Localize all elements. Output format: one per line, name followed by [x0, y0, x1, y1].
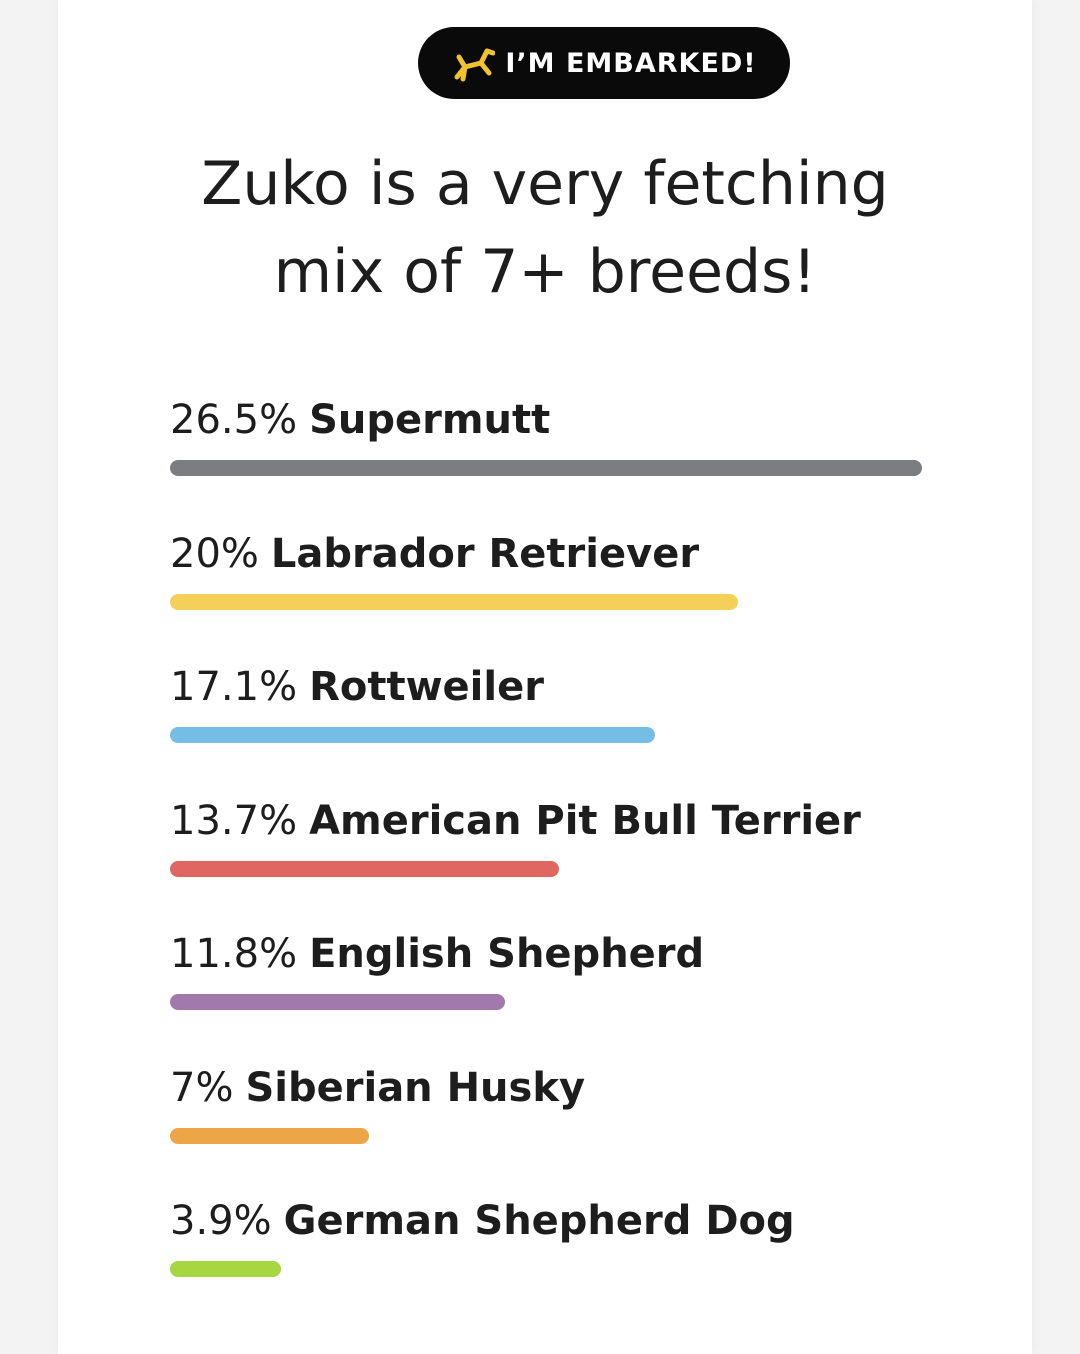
breed-bar: [170, 593, 738, 610]
breed-name: Supermutt: [309, 397, 551, 443]
breed-row: 7% Siberian Husky: [170, 1063, 930, 1173]
breed-label: 3.9% German Shepherd Dog: [170, 1196, 795, 1246]
page-title: Zuko is a very fetching mix of 7+ breeds…: [100, 140, 990, 316]
breed-percent: 7%: [170, 1064, 234, 1111]
breed-label: 7% Siberian Husky: [170, 1063, 585, 1113]
breed-row: 11.8% English Shepherd: [170, 929, 930, 1039]
balloon-dog-icon: [451, 43, 496, 83]
breed-label: 17.1% Rottweiler: [170, 662, 544, 712]
breed-label: 11.8% English Shepherd: [170, 929, 704, 979]
breed-percent: 26.5%: [170, 397, 298, 443]
breed-label: 26.5% Supermutt: [170, 395, 550, 445]
breed-percent: 3.9%: [170, 1198, 272, 1244]
breed-row: 17.1% Rottweiler: [170, 662, 930, 772]
breed-name: German Shepherd Dog: [283, 1198, 795, 1244]
breed-name: English Shepherd: [309, 931, 705, 977]
title-line-1: Zuko is a very fetching: [201, 149, 889, 219]
breed-label: 13.7% American Pit Bull Terrier: [170, 796, 861, 846]
breed-row: 26.5% Supermutt: [170, 395, 930, 505]
embarked-badge: I’M EMBARKED!: [418, 27, 790, 99]
breed-row: 3.9% German Shepherd Dog: [170, 1196, 930, 1306]
breed-percent: 13.7%: [170, 797, 298, 844]
breed-name: Siberian Husky: [245, 1064, 586, 1111]
breed-bar: [170, 460, 922, 476]
results-card: I’M EMBARKED! Zuko is a very fetching mi…: [58, 0, 1032, 1354]
breed-name: Labrador Retriever: [270, 530, 700, 577]
breed-name: Rottweiler: [309, 664, 544, 710]
breed-row: 13.7% American Pit Bull Terrier: [170, 796, 930, 906]
breed-bar: [170, 1127, 369, 1144]
breed-bar: [170, 994, 505, 1010]
breed-percent: 11.8%: [170, 931, 298, 977]
title-line-2: mix of 7+ breeds!: [273, 237, 817, 307]
breed-bar: [170, 860, 559, 877]
breed-bar: [170, 727, 655, 743]
breed-percent: 20%: [170, 530, 259, 577]
breed-percent: 17.1%: [170, 664, 298, 710]
breed-row: 20% Labrador Retriever: [170, 529, 930, 639]
breed-label: 20% Labrador Retriever: [170, 529, 699, 579]
badge-label: I’M EMBARKED!: [505, 47, 757, 79]
breed-bar: [170, 1261, 281, 1277]
breed-name: American Pit Bull Terrier: [309, 797, 861, 844]
